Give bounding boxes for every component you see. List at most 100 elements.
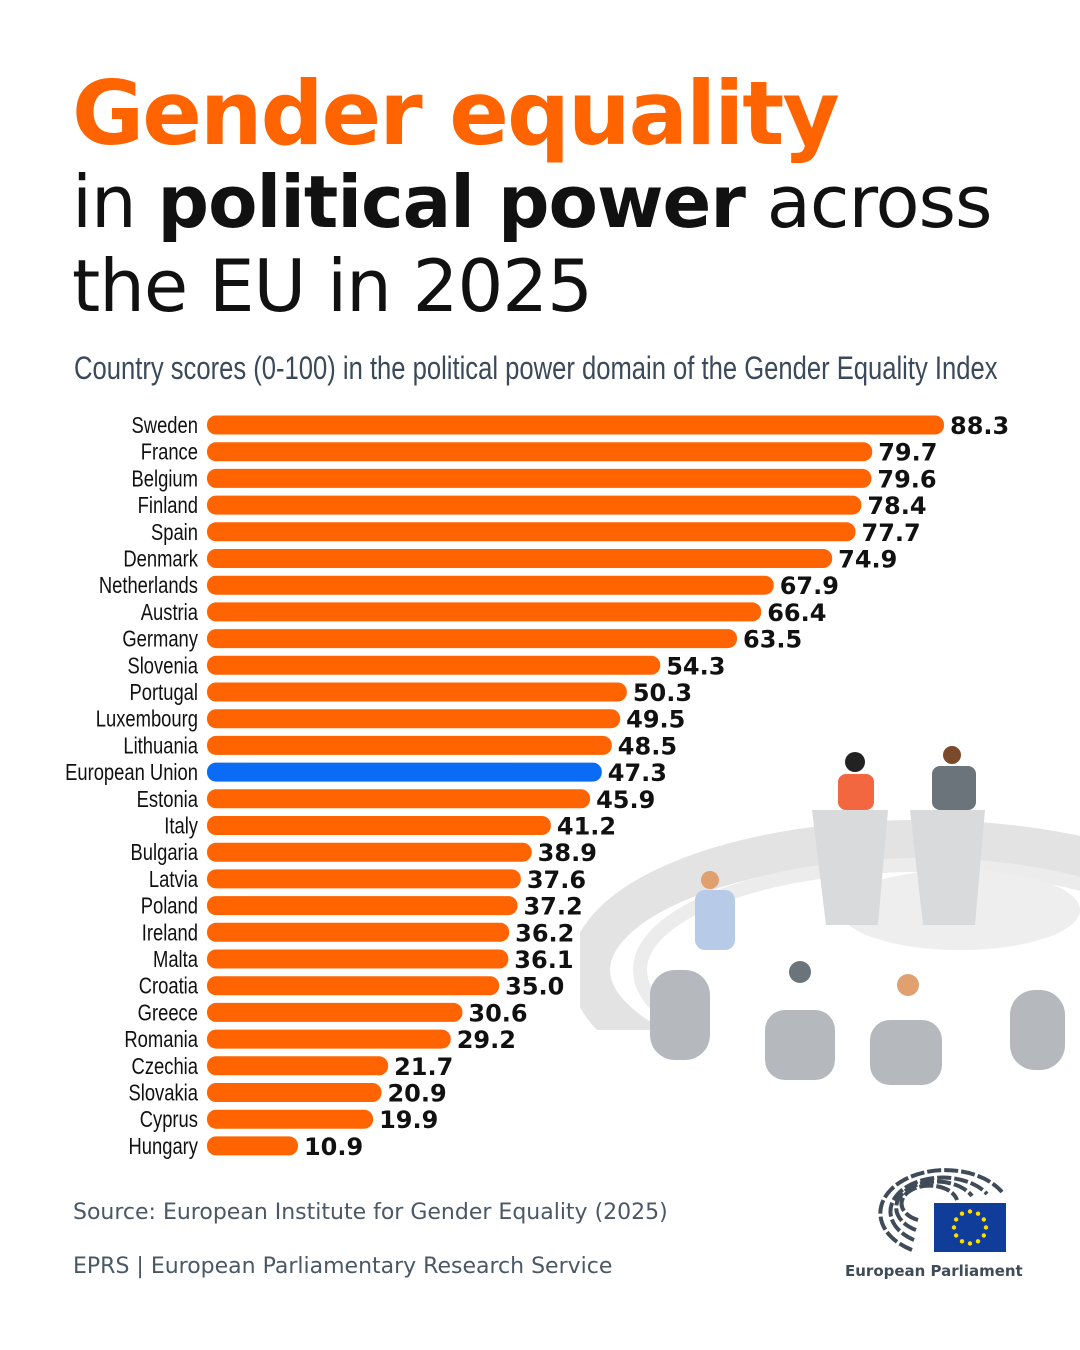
star-icon bbox=[953, 1217, 959, 1222]
star-icon bbox=[959, 1211, 965, 1216]
bar bbox=[207, 415, 944, 435]
value-label: 29.2 bbox=[457, 1026, 516, 1054]
value-label: 49.5 bbox=[626, 706, 685, 734]
star-icon bbox=[951, 1225, 957, 1230]
category-label: Estonia bbox=[137, 787, 199, 812]
bar bbox=[207, 655, 661, 675]
chart-subtitle: Country scores (0-100) in the political … bbox=[74, 350, 998, 386]
bar bbox=[207, 468, 872, 488]
value-label: 37.6 bbox=[527, 866, 586, 894]
star-icon bbox=[981, 1217, 987, 1222]
category-label: Italy bbox=[164, 814, 198, 839]
category-label: Slovakia bbox=[128, 1081, 198, 1106]
bar bbox=[207, 602, 762, 622]
title-line3: the EU in 2025 bbox=[72, 244, 593, 328]
value-label: 79.7 bbox=[878, 439, 937, 467]
bar bbox=[207, 1109, 374, 1129]
bar bbox=[207, 495, 862, 515]
value-label: 10.9 bbox=[304, 1133, 363, 1161]
bar bbox=[207, 709, 621, 729]
category-label: Malta bbox=[153, 947, 198, 972]
bar bbox=[207, 1056, 389, 1076]
category-label: Slovenia bbox=[127, 653, 198, 678]
value-label: 50.3 bbox=[633, 679, 692, 707]
category-label: Romania bbox=[124, 1027, 198, 1052]
star-icon bbox=[981, 1233, 987, 1238]
value-label: 35.0 bbox=[505, 973, 564, 1001]
bar bbox=[207, 442, 873, 462]
star-icon bbox=[975, 1211, 981, 1216]
value-label: 38.9 bbox=[538, 839, 597, 867]
value-label: 21.7 bbox=[394, 1053, 453, 1081]
value-label: 47.3 bbox=[608, 759, 667, 787]
category-label: Croatia bbox=[139, 974, 199, 999]
category-label: Germany bbox=[122, 627, 198, 652]
star-icon bbox=[983, 1225, 989, 1230]
value-label: 20.9 bbox=[387, 1080, 446, 1108]
bar bbox=[207, 682, 627, 702]
value-label: 74.9 bbox=[838, 546, 897, 574]
bar bbox=[207, 735, 612, 755]
category-label: Finland bbox=[138, 493, 198, 518]
value-label: 77.7 bbox=[862, 519, 921, 547]
category-label: Netherlands bbox=[99, 573, 198, 598]
bar bbox=[207, 922, 510, 942]
value-label: 30.6 bbox=[468, 999, 527, 1027]
value-label: 66.4 bbox=[767, 599, 826, 627]
star-icon bbox=[967, 1209, 973, 1214]
value-label: 48.5 bbox=[618, 732, 677, 760]
bar bbox=[207, 896, 518, 916]
title-line2-post: across bbox=[744, 160, 993, 244]
bar bbox=[207, 869, 521, 889]
bar bbox=[207, 629, 738, 649]
bar-chart: Sweden 88.3 France 79.7 Belgium 79.6 Finland 78… bbox=[65, 412, 1009, 1161]
category-label: Czechia bbox=[132, 1054, 199, 1079]
title-line2-pre: in bbox=[72, 160, 158, 244]
bar bbox=[207, 575, 774, 595]
category-label: Portugal bbox=[130, 680, 198, 705]
category-label: Poland bbox=[141, 894, 198, 919]
parliament-illustration bbox=[580, 746, 1080, 1085]
star-icon bbox=[967, 1241, 973, 1246]
category-label: Hungary bbox=[128, 1134, 198, 1159]
source-note: Source: European Institute for Gender Eq… bbox=[73, 1200, 668, 1225]
category-label: Denmark bbox=[123, 547, 198, 572]
bar bbox=[207, 816, 551, 835]
value-label: 88.3 bbox=[950, 412, 1009, 440]
title-highlight: Gender equality bbox=[72, 62, 840, 165]
bar bbox=[207, 1083, 382, 1102]
category-label: Latvia bbox=[149, 867, 198, 892]
value-label: 54.3 bbox=[666, 652, 725, 680]
category-label: Lithuania bbox=[123, 734, 198, 759]
bar bbox=[207, 762, 602, 782]
category-label: Spain bbox=[151, 520, 198, 545]
bar bbox=[207, 842, 532, 862]
star-icon bbox=[959, 1239, 965, 1244]
category-label: European Union bbox=[65, 760, 198, 785]
bar bbox=[207, 522, 856, 542]
bar bbox=[207, 1136, 298, 1156]
european-parliament-logo bbox=[878, 1168, 1006, 1252]
category-label: Greece bbox=[138, 1001, 198, 1026]
star-icon bbox=[953, 1233, 959, 1238]
value-label: 36.1 bbox=[514, 946, 573, 974]
category-label: Ireland bbox=[142, 920, 198, 945]
value-label: 41.2 bbox=[557, 813, 616, 841]
star-icon bbox=[975, 1239, 981, 1244]
value-label: 63.5 bbox=[743, 626, 802, 654]
title-rest: in political power across the EU in 2025 bbox=[72, 160, 993, 328]
logo-text: European Parliament bbox=[845, 1262, 1023, 1280]
category-label: Sweden bbox=[132, 413, 198, 438]
bar bbox=[207, 1029, 451, 1049]
value-label: 19.9 bbox=[379, 1106, 438, 1134]
category-label: France bbox=[141, 440, 198, 465]
eprs-credit: EPRS | European Parliamentary Research S… bbox=[73, 1254, 613, 1279]
value-label: 79.6 bbox=[877, 465, 936, 493]
value-label: 37.2 bbox=[523, 893, 582, 921]
bar bbox=[207, 1002, 463, 1022]
bar bbox=[207, 549, 833, 568]
value-label: 36.2 bbox=[515, 919, 574, 947]
value-label: 78.4 bbox=[867, 492, 926, 520]
bar bbox=[207, 789, 591, 809]
category-label: Belgium bbox=[132, 467, 198, 492]
